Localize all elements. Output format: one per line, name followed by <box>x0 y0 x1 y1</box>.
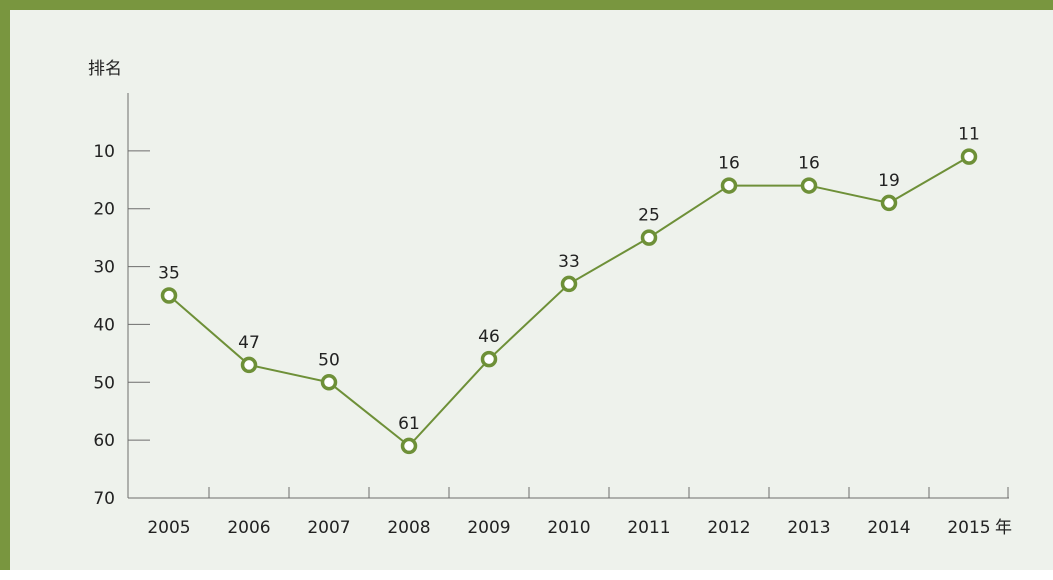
y-tick-label-50: 50 <box>93 373 115 393</box>
data-point-2010 <box>560 275 578 293</box>
data-point-2006 <box>240 356 258 374</box>
data-point-2011 <box>640 229 658 246</box>
data-label-2013: 16 <box>798 154 820 174</box>
data-label-2012: 16 <box>718 154 740 174</box>
data-point-2009 <box>480 350 498 368</box>
data-point-2015 <box>960 148 978 165</box>
series-line-rank <box>168 155 970 448</box>
x-tick-label-2011: 2011 <box>627 518 670 538</box>
x-axis-unit: 年 <box>995 518 1012 538</box>
data-point-2013 <box>800 177 818 194</box>
data-label-2011: 25 <box>638 206 660 226</box>
x-tick-label-2008: 2008 <box>387 518 430 538</box>
y-tick-label-20: 20 <box>93 200 115 220</box>
x-tick-label-2014: 2014 <box>867 518 910 538</box>
data-point-2008 <box>400 437 418 455</box>
series-markers <box>160 148 978 455</box>
x-tick-label-2010: 2010 <box>547 518 590 538</box>
y-tick-label-10: 10 <box>93 142 115 162</box>
y-tick-label-70: 70 <box>93 489 115 509</box>
y-tick-label-40: 40 <box>93 315 115 335</box>
x-tick-label-2013: 2013 <box>787 518 830 538</box>
data-label-2010: 33 <box>558 252 580 272</box>
data-labels: 35 47 50 61 46 33 25 16 16 19 11 <box>158 125 980 434</box>
x-tick-label-2015: 2015 <box>947 518 990 538</box>
data-label-2009: 46 <box>478 327 500 347</box>
x-tick-label-2006: 2006 <box>227 518 270 538</box>
x-tick-label-2012: 2012 <box>707 518 750 538</box>
y-tick-label-60: 60 <box>93 431 115 451</box>
data-label-2014: 19 <box>878 171 900 191</box>
x-tick-label-2007: 2007 <box>307 518 350 538</box>
data-point-2012 <box>720 177 738 194</box>
data-point-2014 <box>880 194 898 212</box>
y-axis-ticks: 10 20 30 40 50 60 70 <box>93 142 150 509</box>
x-tick-label-2009: 2009 <box>467 518 510 538</box>
x-tick-label-2005: 2005 <box>147 518 190 538</box>
data-label-2006: 47 <box>238 333 260 353</box>
y-tick-label-30: 30 <box>93 258 115 278</box>
data-label-2008: 61 <box>398 414 420 434</box>
data-label-2007: 50 <box>318 350 340 370</box>
data-label-2005: 35 <box>158 264 180 284</box>
y-axis-title: 排名 <box>88 59 122 79</box>
data-point-2007 <box>320 374 338 391</box>
data-label-2015: 11 <box>958 125 980 145</box>
data-point-2005 <box>160 287 178 304</box>
x-axis-ticks: 2005 2006 2007 2008 2009 2010 2011 2012 2013 2014… <box>147 487 1009 538</box>
